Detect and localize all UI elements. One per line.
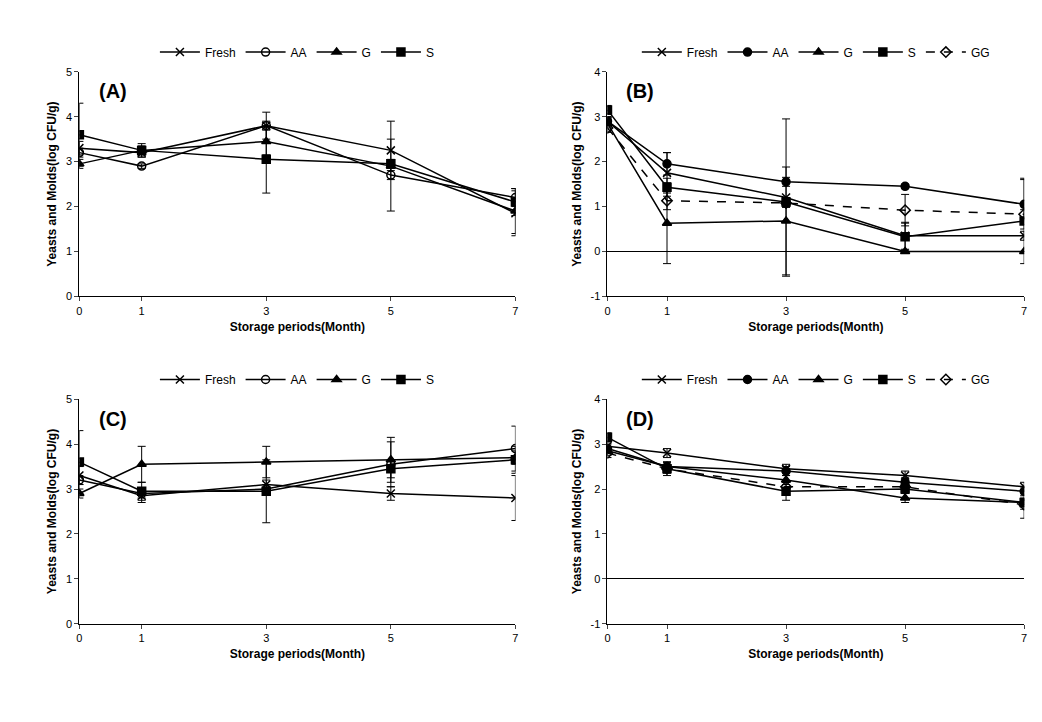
- svg-text:7: 7: [1021, 632, 1027, 644]
- svg-text:3: 3: [66, 155, 72, 167]
- svg-text:1: 1: [664, 632, 670, 644]
- svg-text:-1: -1: [591, 618, 601, 630]
- svg-text:3: 3: [263, 632, 269, 644]
- svg-text:Fresh: Fresh: [687, 46, 718, 60]
- svg-text:5: 5: [66, 66, 72, 78]
- svg-text:GG: GG: [971, 373, 990, 387]
- svg-text:3: 3: [263, 305, 269, 317]
- svg-text:G: G: [362, 373, 371, 387]
- svg-text:(D): (D): [626, 408, 654, 430]
- svg-text:2: 2: [66, 200, 72, 212]
- svg-text:1: 1: [664, 305, 670, 317]
- svg-text:Storage periods(Month): Storage periods(Month): [230, 647, 365, 661]
- svg-text:0: 0: [76, 632, 82, 644]
- svg-text:Yeasts and Molds(log CFU/g): Yeasts and Molds(log CFU/g): [45, 429, 59, 594]
- svg-text:2: 2: [66, 528, 72, 540]
- svg-text:0: 0: [604, 632, 610, 644]
- svg-text:2: 2: [594, 483, 600, 495]
- svg-text:1: 1: [66, 573, 72, 585]
- svg-text:Fresh: Fresh: [205, 373, 236, 387]
- svg-text:AA: AA: [773, 373, 789, 387]
- svg-text:1: 1: [594, 528, 600, 540]
- svg-text:4: 4: [66, 438, 72, 450]
- svg-text:S: S: [426, 46, 434, 60]
- svg-text:(A): (A): [99, 80, 127, 102]
- svg-text:7: 7: [512, 632, 518, 644]
- svg-text:4: 4: [594, 66, 600, 78]
- svg-text:3: 3: [66, 483, 72, 495]
- svg-text:G: G: [844, 373, 853, 387]
- svg-text:5: 5: [902, 305, 908, 317]
- svg-text:S: S: [908, 373, 916, 387]
- svg-text:Fresh: Fresh: [687, 373, 718, 387]
- svg-text:Yeasts and Molds(log CFU/g): Yeasts and Molds(log CFU/g): [45, 101, 59, 266]
- svg-text:0: 0: [594, 245, 600, 257]
- svg-text:-1: -1: [591, 290, 601, 302]
- svg-text:Storage periods(Month): Storage periods(Month): [230, 320, 365, 334]
- svg-text:G: G: [362, 46, 371, 60]
- svg-text:G: G: [844, 46, 853, 60]
- svg-text:1: 1: [594, 200, 600, 212]
- svg-text:2: 2: [594, 155, 600, 167]
- svg-text:(B): (B): [626, 80, 654, 102]
- svg-text:5: 5: [66, 393, 72, 405]
- svg-text:3: 3: [783, 305, 789, 317]
- svg-text:5: 5: [902, 632, 908, 644]
- svg-text:4: 4: [594, 393, 600, 405]
- svg-text:AA: AA: [291, 46, 307, 60]
- svg-text:AA: AA: [291, 373, 307, 387]
- svg-text:Fresh: Fresh: [205, 46, 236, 60]
- svg-text:S: S: [908, 46, 916, 60]
- svg-text:3: 3: [594, 111, 600, 123]
- svg-text:GG: GG: [971, 46, 990, 60]
- svg-text:5: 5: [388, 305, 394, 317]
- svg-text:7: 7: [1021, 305, 1027, 317]
- svg-text:0: 0: [66, 290, 72, 302]
- svg-text:1: 1: [139, 632, 145, 644]
- svg-text:Storage periods(Month): Storage periods(Month): [748, 647, 883, 661]
- svg-text:3: 3: [783, 632, 789, 644]
- svg-text:(C): (C): [99, 408, 127, 430]
- svg-text:Yeasts and Molds(log CFU/g): Yeasts and Molds(log CFU/g): [570, 101, 584, 266]
- svg-text:Yeasts and Molds(log CFU/g): Yeasts and Molds(log CFU/g): [570, 429, 584, 594]
- svg-text:0: 0: [66, 618, 72, 630]
- svg-text:4: 4: [66, 111, 72, 123]
- svg-text:AA: AA: [773, 46, 789, 60]
- svg-text:Storage periods(Month): Storage periods(Month): [748, 320, 883, 334]
- svg-text:1: 1: [139, 305, 145, 317]
- svg-text:0: 0: [76, 305, 82, 317]
- svg-text:5: 5: [388, 632, 394, 644]
- svg-text:0: 0: [604, 305, 610, 317]
- svg-text:S: S: [426, 373, 434, 387]
- svg-text:0: 0: [594, 573, 600, 585]
- svg-text:7: 7: [512, 305, 518, 317]
- svg-text:1: 1: [66, 245, 72, 257]
- svg-text:3: 3: [594, 438, 600, 450]
